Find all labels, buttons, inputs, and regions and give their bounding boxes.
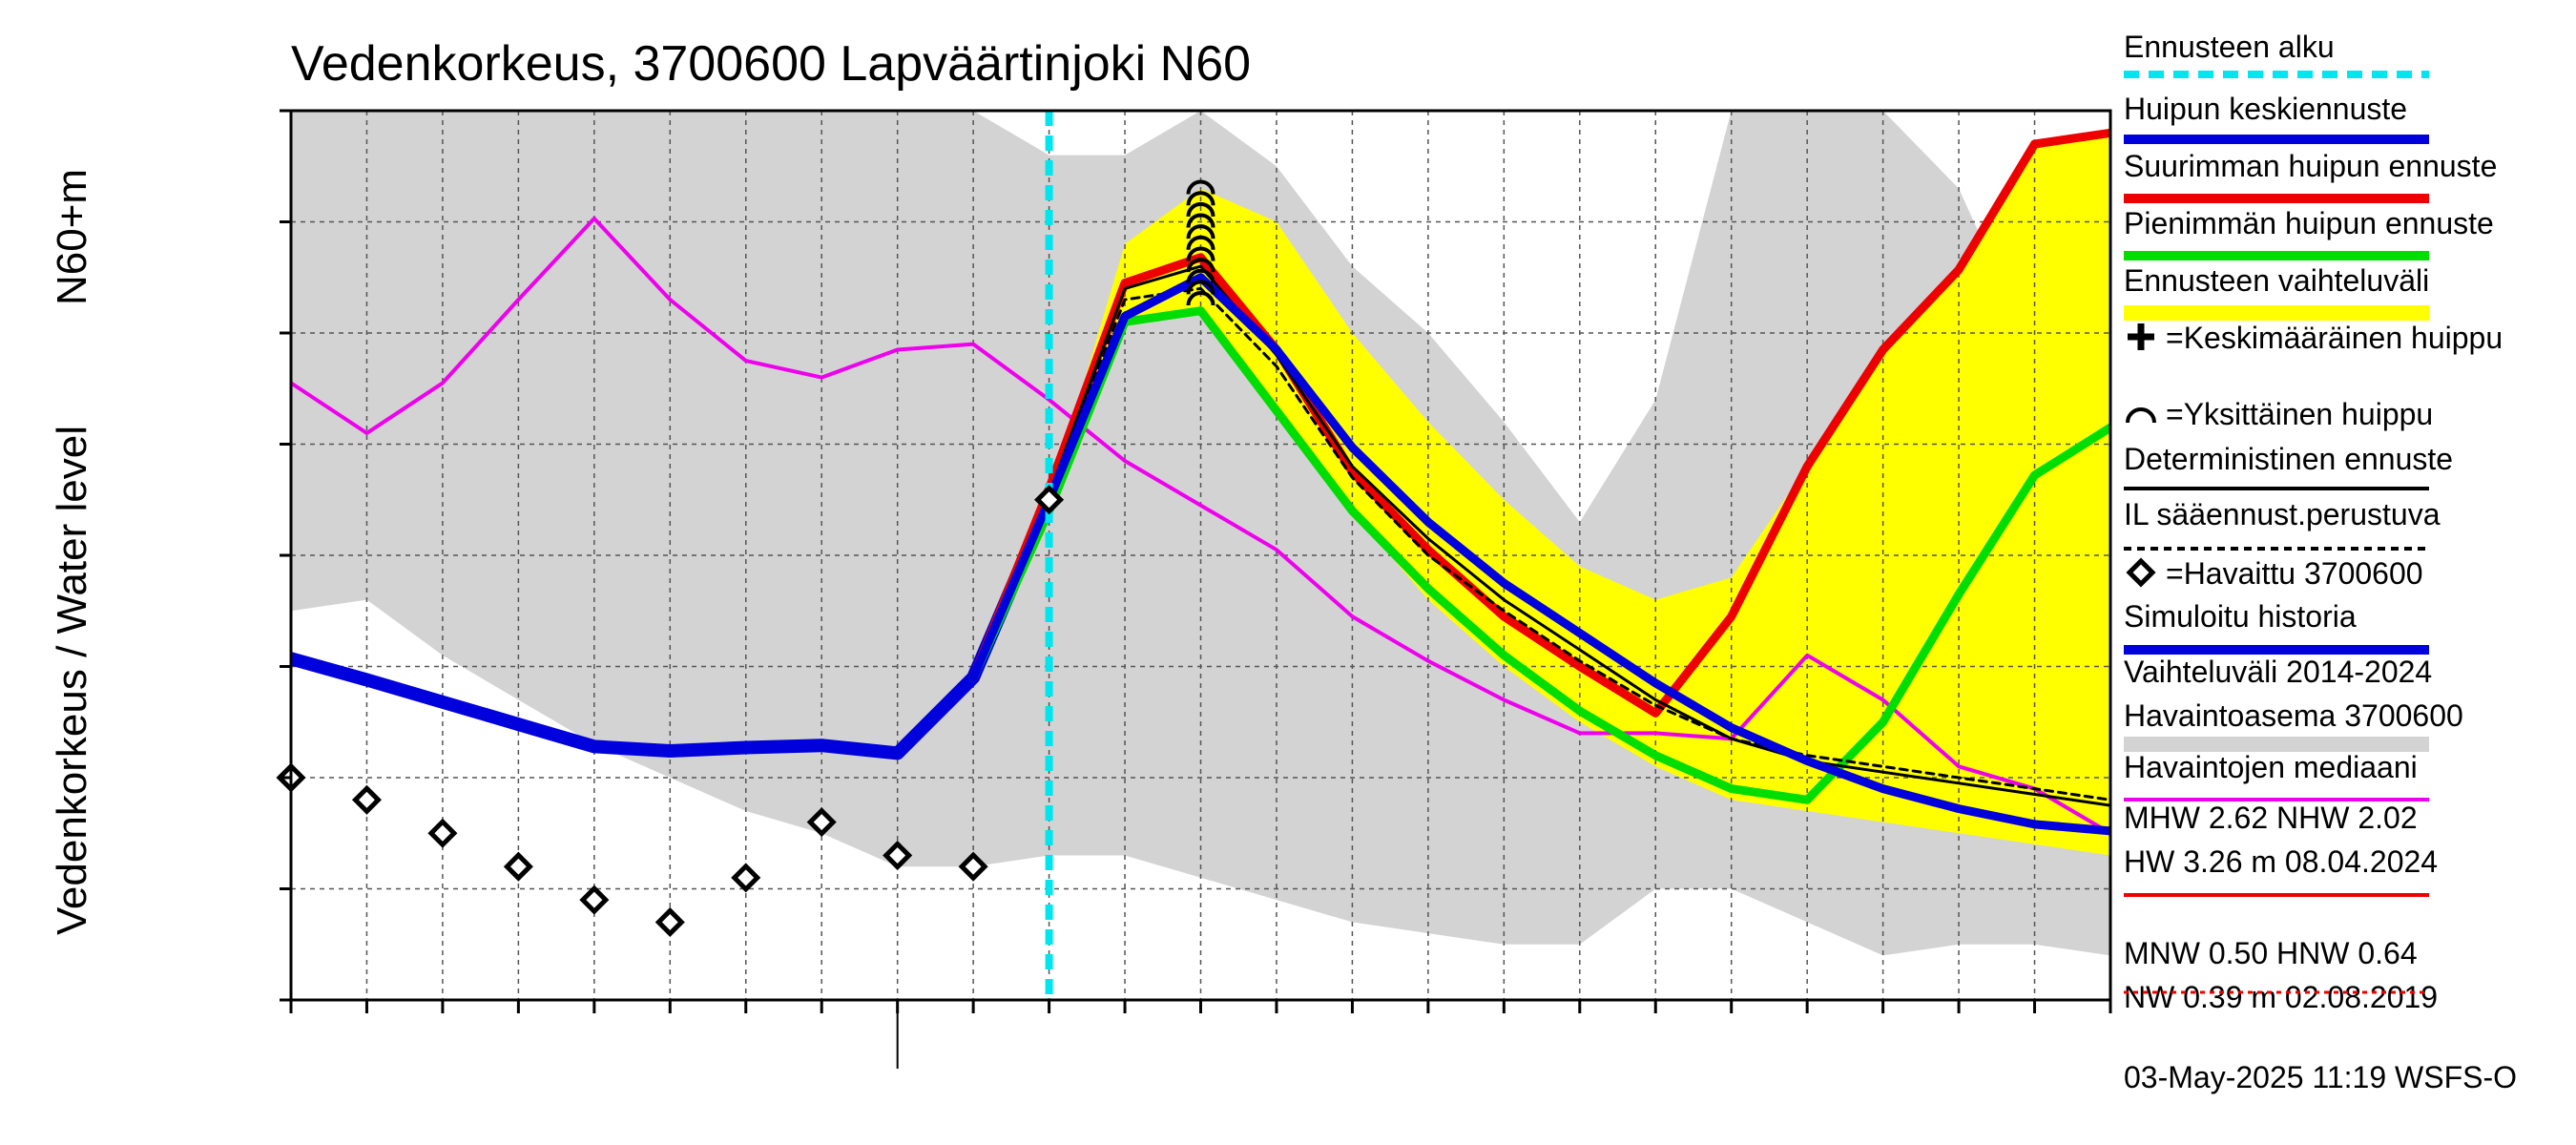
legend-swatch	[2124, 737, 2429, 752]
chart-title: Vedenkorkeus, 3700600 Lapväärtinjoki N60	[291, 36, 1251, 92]
legend-label: Havaintoasema 3700600	[2124, 698, 2463, 733]
legend-label: IL sääennust.perustuva	[2124, 497, 2441, 531]
legend-label: Simuloitu historia	[2124, 599, 2357, 634]
series-line-deterministic	[971, 264, 2110, 807]
footer-timestamp: 03-May-2025 11:19 WSFS-O	[2124, 1060, 2517, 1094]
forecast-range-band	[1049, 133, 2110, 856]
y-axis-label: Vedenkorkeus / Water level	[49, 426, 95, 935]
observed-point	[731, 863, 761, 893]
legend-label: MNW 0.50 HNW 0.64	[2124, 936, 2418, 970]
legend-label: NW 0.39 m 02.08.2019	[2124, 980, 2438, 1014]
observed-point	[958, 851, 988, 882]
peak-marker	[1186, 213, 1215, 228]
legend-label: Deterministinen ennuste	[2124, 442, 2453, 476]
plot-area	[276, 111, 2110, 1000]
axes: Vedenkorkeus, 3700600 Lapväärtinjoki N60…	[49, 36, 2517, 1094]
legend-label: =Keskimääräinen huippu	[2166, 321, 2503, 355]
legend-label: Suurimman huipun ennuste	[2124, 149, 2497, 183]
legend-label: Ennusteen alku	[2124, 30, 2335, 64]
legend-label: Huipun keskiennuste	[2124, 92, 2407, 126]
legend-label: Ennusteen vaihteluväli	[2124, 263, 2429, 298]
grid	[291, 111, 2110, 1000]
peak-marker	[1186, 268, 1215, 283]
peak-marker	[1186, 201, 1215, 218]
observed-point	[579, 885, 610, 915]
y-axis-unit: N60+m	[49, 169, 95, 305]
legend: Ennusteen alku Huipun keskiennuste Suurimm…	[2124, 30, 2503, 1014]
legend-label: MHW 2.62 NHW 2.02	[2124, 801, 2418, 835]
peak-marker	[1186, 246, 1215, 261]
observed-point	[806, 807, 837, 838]
legend-label: =Havaittu 3700600	[2166, 556, 2423, 591]
peak-marker	[1186, 235, 1215, 250]
plot-content	[291, 111, 2110, 1000]
legend-label: =Yksittäinen huippu	[2166, 397, 2433, 431]
series-line-mean_peak	[968, 273, 2110, 836]
series-line-min_peak	[968, 306, 2110, 804]
observed-point	[351, 784, 382, 815]
peak-marker	[1186, 179, 1215, 195]
peak-marker	[1186, 224, 1215, 239]
observed-point	[1034, 485, 1065, 515]
peak-marker	[1186, 191, 1215, 206]
observed-point	[503, 851, 533, 882]
observed-point	[654, 906, 685, 937]
series-line-median	[291, 217, 2110, 836]
peak-marker	[1186, 280, 1215, 295]
legend-swatch	[2124, 305, 2429, 321]
legend-plus-icon	[2128, 323, 2154, 350]
peak-marker	[1186, 291, 1215, 306]
legend-label: Vaihteluväli 2014-2024	[2124, 655, 2432, 689]
legend-diamond-icon	[2126, 557, 2156, 588]
legend-label: Havaintojen mediaani	[2124, 750, 2418, 784]
legend-label: Pienimmän huipun ennuste	[2124, 206, 2494, 240]
legend-label: HW 3.26 m 08.04.2024	[2124, 844, 2438, 879]
series-line-max_peak	[968, 128, 2110, 718]
peak-marker	[1186, 258, 1215, 273]
legend-arc-icon	[2126, 407, 2156, 424]
observed-point	[427, 818, 458, 848]
observed-point	[883, 841, 913, 871]
series-line-simulated	[291, 492, 1056, 760]
